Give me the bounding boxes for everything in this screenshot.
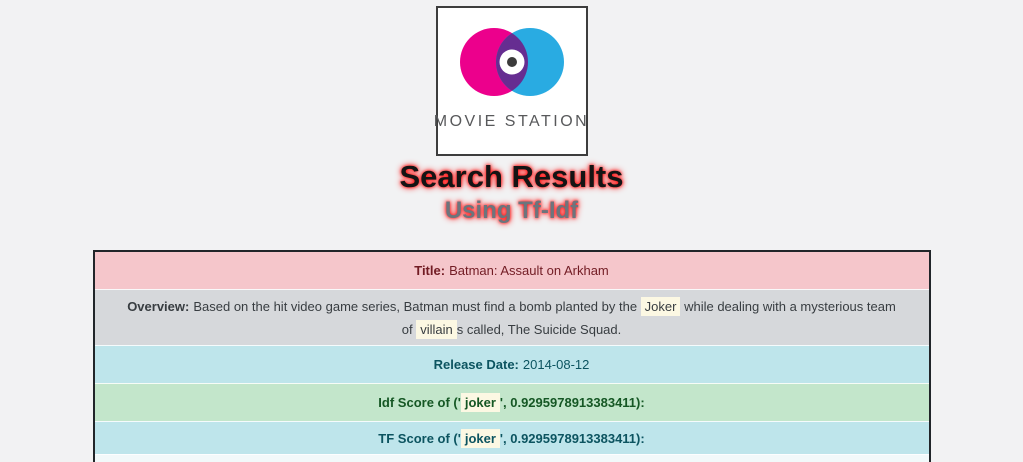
idf-score-row: Idf Score of (' joker ', 0.929597891338341… [94, 383, 929, 421]
overview-text-after: s called, The Suicide Squad. [456, 321, 622, 337]
logo-text: MOVIE STATION [433, 113, 590, 130]
venn-eye-icon [459, 28, 564, 96]
next-row-partial [94, 454, 929, 462]
movie-station-logo: MOVIE STATION [433, 6, 590, 156]
tf-score-text: TF Score of (' joker ', 0.9295978913383411… [378, 427, 645, 450]
overview-label: Overview: [127, 298, 190, 314]
idf-score-text: Idf Score of (' joker ', 0.929597891338341… [378, 391, 645, 414]
tf-score-term-highlight: joker [460, 428, 500, 448]
tf-score-prefix: TF Score of (' [378, 430, 461, 446]
page: MOVIE STATION Search Results Using Tf-Id… [0, 6, 1023, 462]
title-label: Title: [414, 263, 446, 278]
overview-text-middle: while dealing with a mysterious team of [401, 298, 896, 337]
idf-score-term-highlight: joker [460, 393, 500, 412]
title-value: Batman: Assault on Arkham [449, 263, 609, 278]
release-date-row: Release Date: 2014-08-12 [94, 345, 929, 383]
overview-row: Overview: Based on the hit video game ser… [94, 289, 929, 345]
overview-highlight-joker: Joker [640, 296, 681, 316]
title-row: Title: Batman: Assault on Arkham [94, 252, 929, 289]
result-card: Title: Batman: Assault on Arkham Overview… [92, 250, 931, 462]
idf-score-suffix: ', 0.9295978913383411): [499, 395, 645, 410]
overview-text: Overview: Based on the hit video game ser… [123, 295, 901, 341]
tf-score-suffix: ', 0.9295978913383411): [499, 430, 645, 446]
tf-score-row: TF Score of (' joker ', 0.9295978913383411… [94, 421, 929, 454]
overview-text-before: Based on the hit video game series, Batm… [193, 298, 641, 314]
page-title: Search Results [399, 159, 624, 194]
overview-highlight-villain: villain [416, 319, 457, 339]
page-subtitle: Using Tf-Idf [444, 197, 579, 224]
release-date-value: 2014-08-12 [522, 357, 590, 372]
idf-score-prefix: Idf Score of (' [378, 395, 461, 410]
release-date-label: Release Date: [433, 357, 519, 372]
